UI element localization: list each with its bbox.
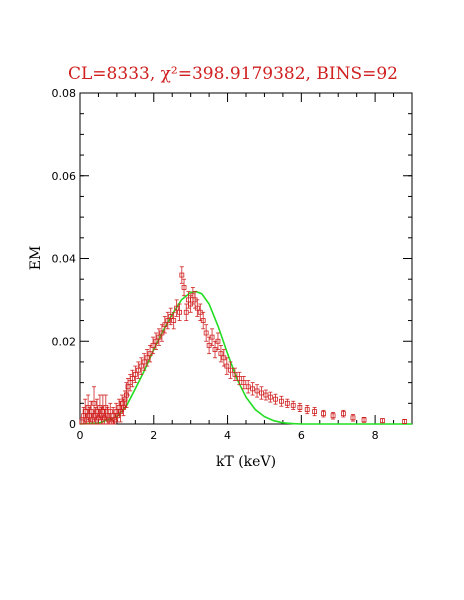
data-point [174, 305, 180, 311]
x-tick-label: 8 [372, 429, 379, 442]
x-tick-label: 4 [224, 429, 231, 442]
data-point [304, 407, 310, 412]
data-point [224, 363, 230, 369]
data-point [284, 400, 290, 406]
data-point [203, 330, 209, 336]
data-point [171, 318, 177, 323]
data-point [380, 418, 385, 424]
data-point [181, 285, 187, 290]
data-point [153, 338, 159, 344]
data-point [168, 314, 174, 319]
data-point [107, 409, 113, 414]
data-point [129, 376, 135, 381]
fit-curve [79, 290, 412, 425]
plot-area: 0 2 4 6 8 0 0.02 0.04 0.06 0.08 [52, 87, 413, 442]
y-tick-label: 0 [69, 418, 76, 431]
x-axis-label: kT (keV) [216, 454, 276, 470]
data-point [132, 371, 138, 377]
data-point [156, 334, 162, 340]
data-point [241, 380, 247, 386]
x-tick-label: 6 [298, 429, 305, 442]
data-point [250, 386, 256, 392]
data-point [236, 376, 242, 381]
data-point [141, 359, 147, 365]
y-axis-label: EM [28, 246, 44, 271]
data-point [150, 342, 156, 348]
data-point [402, 419, 408, 424]
chart-title: CL=8333, χ²=398.9179382, BINS=92 [68, 64, 398, 84]
data-point [273, 396, 278, 402]
data-point [330, 413, 336, 419]
data-point [162, 322, 168, 328]
data-point [267, 394, 273, 400]
y-tick-label: 0.06 [52, 170, 77, 183]
x-tick-label: 2 [150, 429, 157, 442]
data-point [312, 409, 318, 414]
data-point [177, 309, 183, 315]
data-point [183, 309, 189, 315]
data-point [340, 411, 346, 417]
data-point [228, 367, 233, 373]
data-point [194, 305, 200, 311]
data-point [144, 355, 150, 361]
data-point [165, 318, 171, 323]
data-point [279, 398, 284, 404]
data-point [215, 338, 221, 344]
data-point [135, 367, 141, 373]
y-tick-label: 0.04 [52, 253, 77, 266]
x-tick-label: 0 [77, 429, 84, 442]
y-tick-label: 0.02 [52, 335, 77, 348]
data-point [200, 318, 206, 323]
data-point [232, 371, 238, 377]
data-point [350, 415, 356, 421]
y-tick-label: 0.08 [52, 87, 77, 100]
data-point [218, 351, 224, 357]
data-point [259, 390, 264, 396]
data-point [245, 384, 251, 390]
data-point [263, 392, 269, 398]
data-point [254, 388, 260, 394]
data-point [138, 363, 144, 369]
data-point [321, 411, 326, 417]
data-point [179, 272, 185, 278]
data-point [297, 405, 303, 410]
data-point [209, 334, 215, 340]
data-point [290, 402, 296, 408]
data-point [91, 400, 97, 406]
data-point [361, 417, 367, 423]
